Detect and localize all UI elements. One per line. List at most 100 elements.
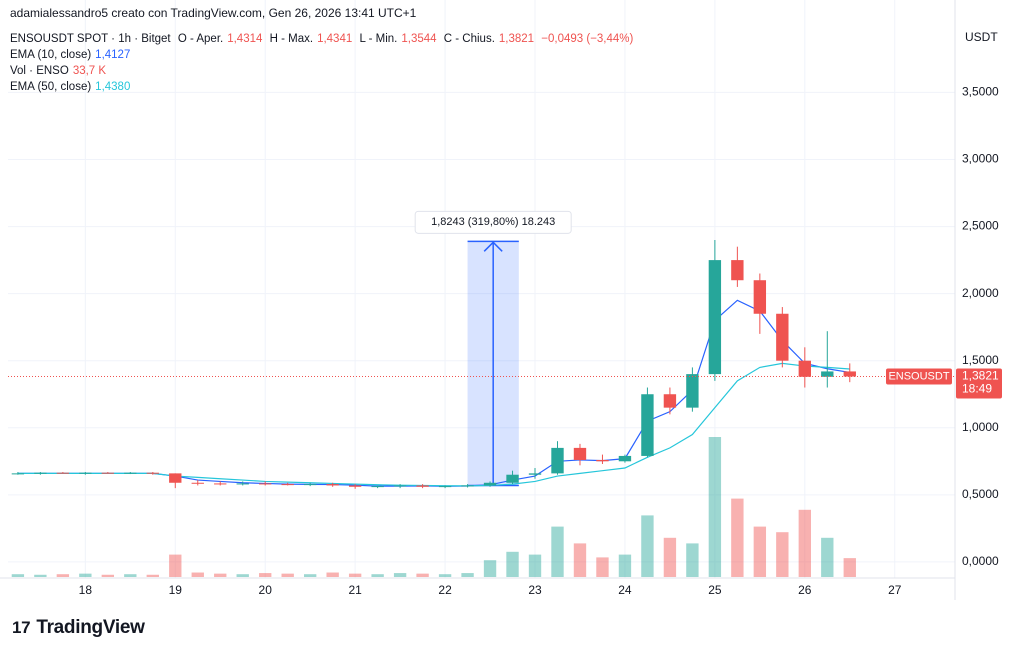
price-tag-countdown: 18:49 <box>962 382 992 396</box>
volume-bar <box>214 573 227 577</box>
price-tag-symbol: ENSOUSDT <box>888 370 949 382</box>
price-tag-box <box>956 368 1002 399</box>
candle-body <box>259 483 272 485</box>
symbol: ENSOUSDT SPOT · 1h · Bitget <box>10 33 171 45</box>
volume-bar <box>326 572 339 577</box>
x-tick-label: 24 <box>618 583 632 597</box>
volume-bar <box>348 573 362 577</box>
measure-label-box <box>414 210 572 234</box>
legend: ENSOUSDT SPOT · 1h · Bitget O - Aper. 1,4… <box>10 31 637 95</box>
candle-body <box>461 485 474 487</box>
attribution: adamialessandro5 creato con TradingView.… <box>10 6 417 20</box>
candle-body <box>686 374 699 408</box>
x-tick-label: 22 <box>438 583 452 597</box>
x-tick-label: 26 <box>798 583 812 597</box>
logo[interactable]: 17 TradingView <box>12 617 145 638</box>
candle-body <box>506 474 519 483</box>
candle-body <box>169 473 182 483</box>
candle-body <box>416 485 429 487</box>
volume-bar <box>11 574 25 577</box>
candle-body <box>371 486 384 488</box>
volume-bar <box>281 573 294 577</box>
candle-body <box>731 260 744 281</box>
candle-body <box>124 472 137 474</box>
volume-bar <box>438 574 452 577</box>
candle-body <box>191 482 204 484</box>
candle-body <box>236 483 249 485</box>
candle-body <box>663 394 677 408</box>
volume-bar <box>236 574 249 577</box>
candle-body <box>34 472 47 474</box>
x-tick-label: 19 <box>169 583 183 597</box>
volume-bar <box>798 509 811 577</box>
candle-body <box>573 447 587 460</box>
candle-body <box>11 473 25 475</box>
volume-bar <box>169 554 182 577</box>
volume-bar <box>191 572 204 577</box>
x-tick-label: 27 <box>888 583 902 597</box>
candle-body <box>326 484 339 486</box>
volume-bar <box>56 574 70 577</box>
candle-body <box>303 484 317 486</box>
candle-body <box>708 260 722 375</box>
ohlc-value: 1,3821 <box>498 33 535 45</box>
price-tag-value: 1,3821 <box>962 369 999 383</box>
y-tick-label: 1,5000 <box>962 353 999 367</box>
measure-arrowhead <box>483 241 503 252</box>
volume-bar <box>776 532 789 577</box>
legend-row: Vol · ENSO 33,7 K <box>10 63 637 79</box>
volume-bar <box>101 574 115 577</box>
volume-bar <box>483 560 497 577</box>
volume-bar <box>124 574 137 577</box>
volume-bar <box>686 543 699 577</box>
candle-body <box>798 360 811 377</box>
y-tick-label: 1,0000 <box>962 420 999 434</box>
candle-body <box>618 455 632 462</box>
volume-bar <box>618 554 632 577</box>
logo-text[interactable]: TradingView <box>36 617 145 638</box>
candle-body <box>821 371 834 377</box>
y-tick-label: 2,0000 <box>962 286 999 300</box>
volume-bar <box>416 573 429 577</box>
candle-body <box>214 483 227 485</box>
x-tick-label: 23 <box>528 583 542 597</box>
ohlc-label: O - Aper. <box>177 33 224 45</box>
candle-body <box>393 485 407 487</box>
volume-bar <box>303 574 317 577</box>
currency-label: USDT <box>965 30 998 44</box>
candle-body <box>79 472 92 474</box>
volume-bar <box>708 437 722 577</box>
ema-line <box>17 299 850 487</box>
legend-row: ENSOUSDT SPOT · 1h · Bitget O - Aper. 1,4… <box>10 31 637 47</box>
ohlc-value: 1,4341 <box>317 33 353 45</box>
volume-bar <box>79 573 92 577</box>
ohlc-value: 1,4314 <box>227 33 263 45</box>
volume-bar <box>461 573 474 577</box>
candle-body <box>146 472 159 474</box>
volume-bar <box>843 558 856 577</box>
indicator-value: 33,7 K <box>72 65 107 77</box>
change: −0,0493 (−3,44%) <box>541 33 634 45</box>
volume-bar <box>821 537 834 577</box>
candle-body <box>596 459 609 462</box>
candle-body <box>281 484 294 486</box>
candle-body <box>776 313 789 361</box>
indicator-name: EMA (10, close) <box>10 49 92 61</box>
candle-body <box>528 473 542 475</box>
volume-bar <box>146 574 159 577</box>
volume-bar <box>371 574 384 577</box>
candle-body <box>483 482 497 486</box>
y-tick-label: 3,0000 <box>962 152 999 166</box>
price-tag-box <box>886 368 952 385</box>
x-tick-label: 18 <box>79 583 93 597</box>
indicator-value: 1,4127 <box>95 49 131 61</box>
indicator-name: EMA (50, close) <box>10 81 92 93</box>
y-tick-label: 2,5000 <box>962 219 999 233</box>
volume-bar <box>753 526 767 577</box>
volume-bar <box>34 574 47 577</box>
candle-body <box>551 447 564 474</box>
candle-body <box>348 485 362 487</box>
candle-body <box>753 280 767 314</box>
volume-bar <box>731 498 744 577</box>
